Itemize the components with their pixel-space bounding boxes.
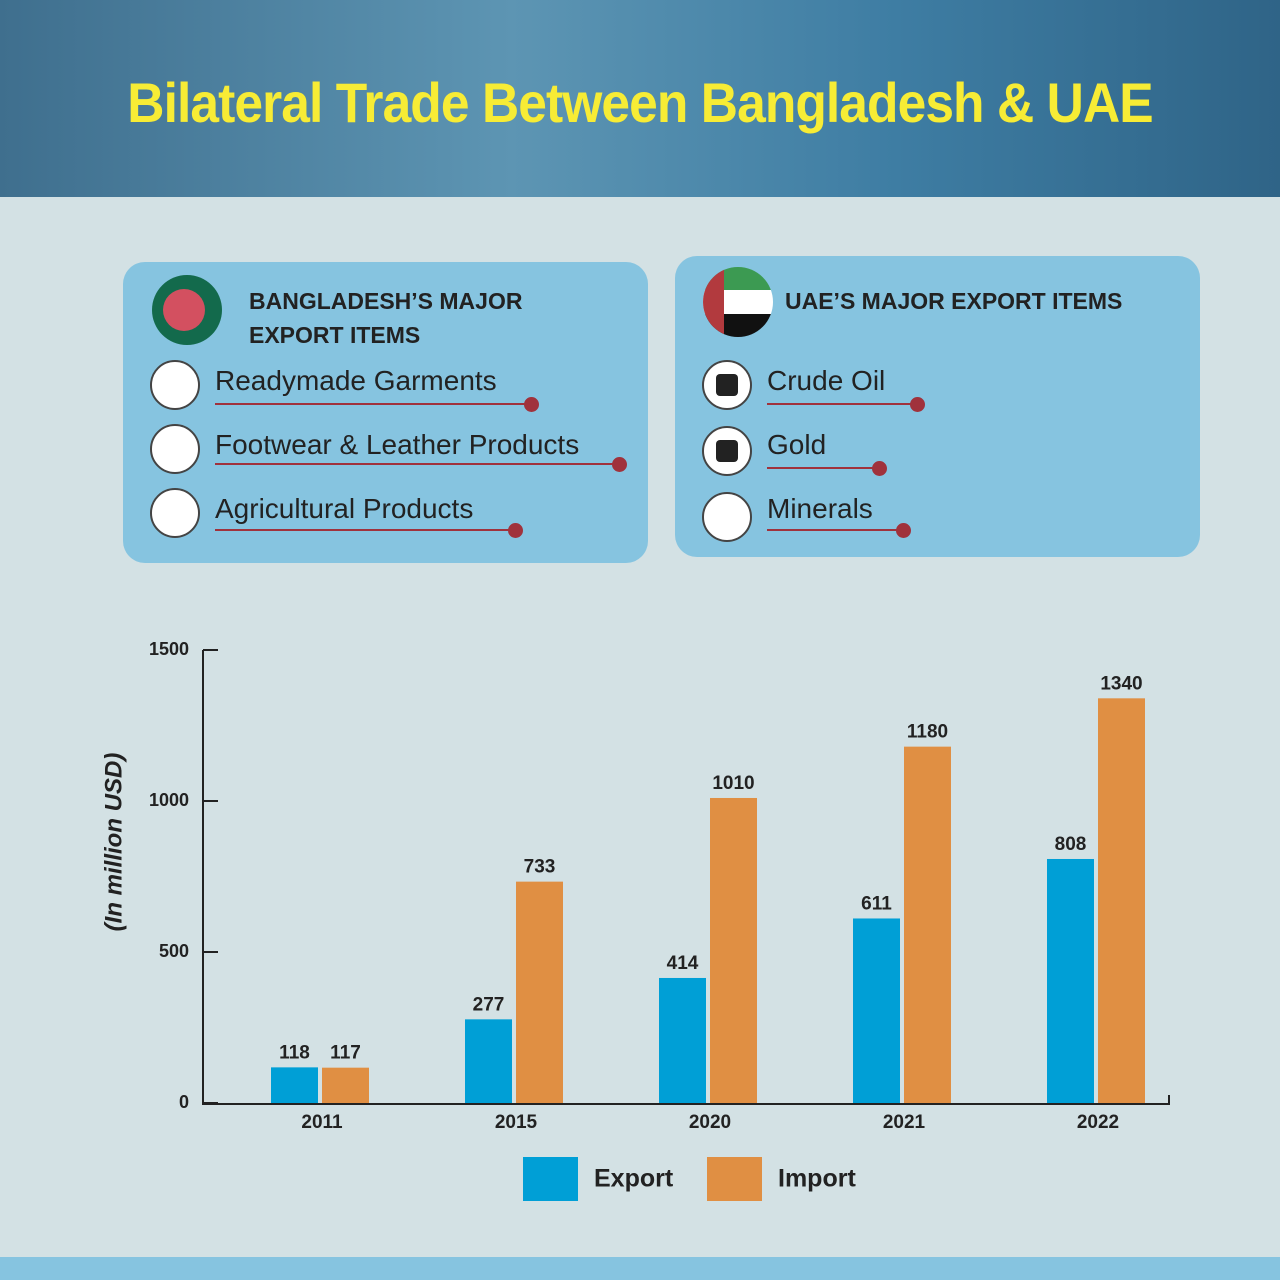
x-tick-label: 2021 xyxy=(883,1112,926,1133)
bar xyxy=(659,977,706,1103)
value-label: 117 xyxy=(330,1043,361,1064)
underline xyxy=(215,529,515,531)
item: Footwear & Leather Products xyxy=(215,429,580,460)
underline xyxy=(767,467,879,469)
dot xyxy=(612,457,627,472)
value-label: 611 xyxy=(861,893,892,914)
x-tick-label: 2020 xyxy=(689,1112,731,1133)
bar xyxy=(853,918,900,1103)
icon xyxy=(702,360,752,410)
bar xyxy=(1098,698,1145,1103)
dot xyxy=(524,397,539,412)
y-tick-label: 1000 xyxy=(149,790,189,810)
bar xyxy=(516,881,563,1103)
y-axis-title: (In million USD) xyxy=(100,753,127,932)
panel: BANGLADESH’S MAJOR EXPORT ITEMS Readymad… xyxy=(123,262,648,563)
panel-heading: BANGLADESH’S MAJOR EXPORT ITEMS xyxy=(249,288,523,348)
bar xyxy=(465,1019,512,1103)
flag xyxy=(703,267,773,337)
underline xyxy=(767,529,903,531)
value-label: 808 xyxy=(1055,834,1087,855)
underline xyxy=(215,403,531,405)
value-label: 414 xyxy=(667,953,699,974)
value-label: 1180 xyxy=(907,722,948,743)
icon xyxy=(702,426,752,476)
y-tick-label: 1500 xyxy=(149,639,189,659)
icon xyxy=(150,488,200,538)
bar xyxy=(1047,858,1094,1103)
x-tick-label: 2015 xyxy=(495,1112,538,1133)
icon xyxy=(150,424,200,474)
x-tick-label: 2011 xyxy=(301,1112,343,1133)
bar xyxy=(322,1067,369,1103)
bar xyxy=(271,1067,318,1103)
x-tick-label: 2022 xyxy=(1077,1112,1119,1133)
footer-strip xyxy=(0,1257,1280,1280)
header: Bilateral Trade Between Bangladesh & UAE xyxy=(0,0,1280,197)
bar xyxy=(904,746,951,1103)
dot xyxy=(896,523,911,538)
item: Gold xyxy=(767,429,827,460)
flag xyxy=(152,275,222,345)
item: Minerals xyxy=(767,493,873,524)
underline xyxy=(767,403,917,405)
dot xyxy=(910,397,925,412)
value-label: 277 xyxy=(473,994,505,1015)
value-label: 733 xyxy=(524,857,556,878)
value-label: 1010 xyxy=(712,773,754,794)
dot xyxy=(508,523,523,538)
title: Bilateral Trade Between Bangladesh & UAE xyxy=(127,71,1153,134)
underline xyxy=(215,463,619,465)
panel: UAE’S MAJOR EXPORT ITEMS Crude Oil Gold … xyxy=(675,256,1200,557)
y-tick-label: 0 xyxy=(179,1092,189,1112)
item: Crude Oil xyxy=(767,365,886,396)
icon xyxy=(150,360,200,410)
value-label: 1340 xyxy=(1100,673,1142,694)
value-label: 118 xyxy=(279,1042,310,1063)
panel-heading: UAE’S MAJOR EXPORT ITEMS xyxy=(785,288,1123,314)
item: Readymade Garments xyxy=(215,365,497,396)
legend-swatch xyxy=(707,1157,762,1201)
y-tick-label: 500 xyxy=(159,941,189,961)
legend-label: Export xyxy=(594,1165,674,1193)
legend-label: Import xyxy=(778,1165,856,1193)
icon xyxy=(702,492,752,542)
bar xyxy=(710,797,757,1103)
dot xyxy=(872,461,887,476)
legend-swatch xyxy=(523,1157,578,1201)
item: Agricultural Products xyxy=(215,493,474,524)
